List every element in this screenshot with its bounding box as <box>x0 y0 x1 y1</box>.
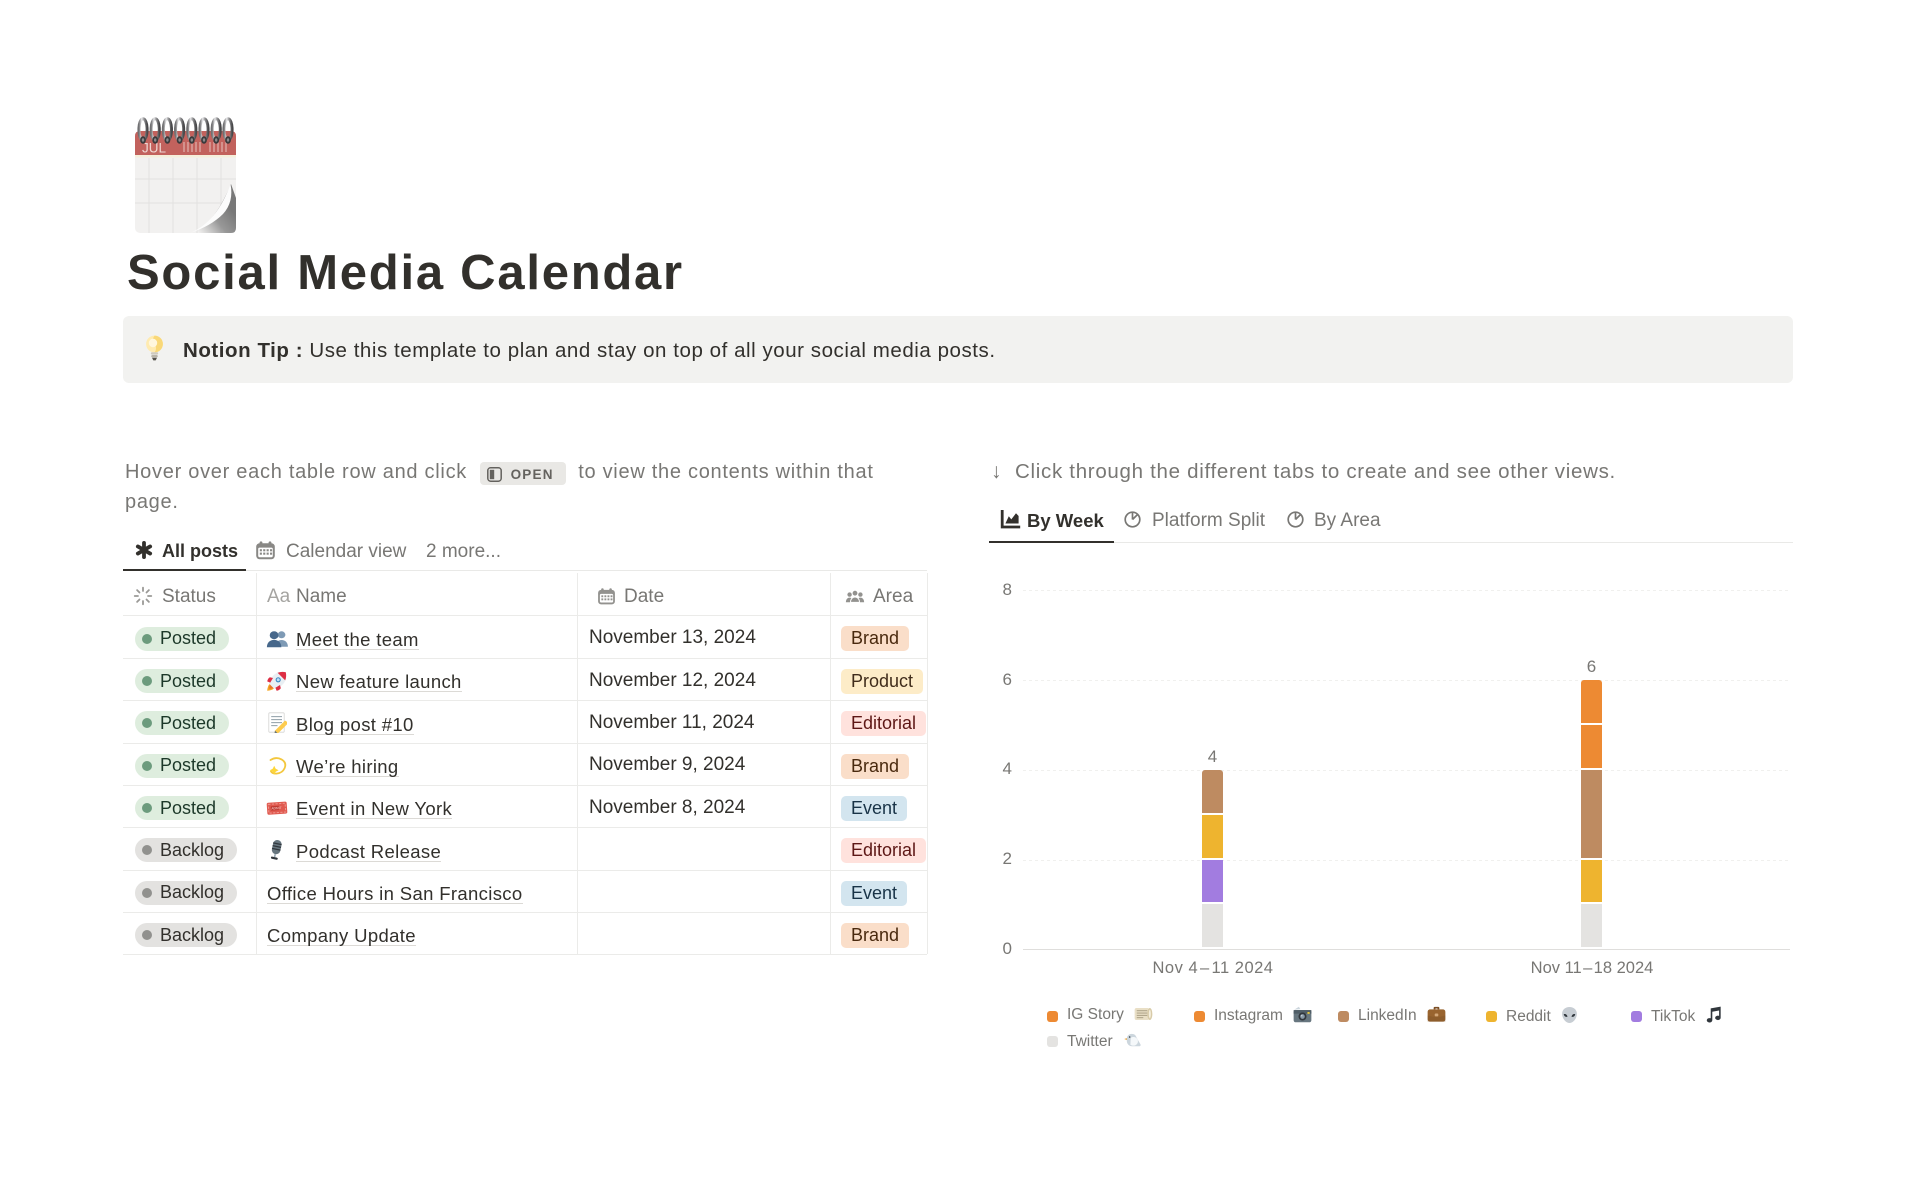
svg-text:JUL: JUL <box>142 141 166 156</box>
svg-text:ADMIT: ADMIT <box>271 806 282 811</box>
